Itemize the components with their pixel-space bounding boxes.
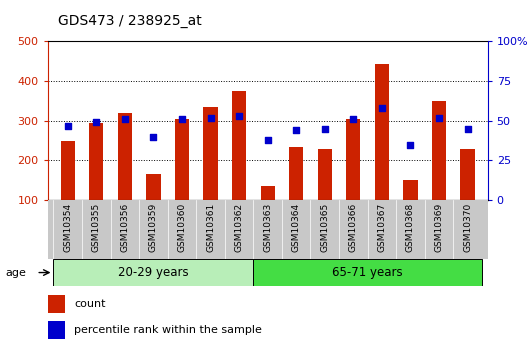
Bar [118,113,132,200]
Bar [403,180,418,200]
Bar [60,141,75,200]
Point [435,115,443,120]
Point [64,123,72,128]
Bar [253,259,482,286]
Text: GDS473 / 238925_at: GDS473 / 238925_at [58,13,202,28]
Point [92,120,101,125]
Text: GSM10362: GSM10362 [235,203,244,252]
Bar [317,148,332,200]
Bar [432,101,446,200]
Text: GSM10369: GSM10369 [435,203,444,252]
Bar [289,147,303,200]
Point [235,113,243,119]
Bar [146,174,161,200]
Text: GSM10364: GSM10364 [292,203,301,252]
Point [292,128,301,133]
Text: 65-71 years: 65-71 years [332,266,403,279]
Bar [48,321,65,339]
Point [321,126,329,131]
Text: GSM10363: GSM10363 [263,203,272,252]
Text: GSM10360: GSM10360 [178,203,187,252]
Bar [261,186,275,200]
Bar [204,107,218,200]
Bar [89,123,103,200]
Point [178,116,186,122]
Text: GSM10359: GSM10359 [149,203,158,252]
Point [406,142,414,147]
Text: GSM10365: GSM10365 [320,203,329,252]
Bar [375,64,389,200]
Text: percentile rank within the sample: percentile rank within the sample [74,325,262,335]
Text: GSM10354: GSM10354 [63,203,72,252]
Text: GSM10355: GSM10355 [92,203,101,252]
Bar [175,119,189,200]
Text: age: age [5,268,26,277]
Point [121,116,129,122]
Text: GSM10370: GSM10370 [463,203,472,252]
Bar [48,295,65,313]
Point [463,126,472,131]
Text: count: count [74,299,105,309]
Text: 20-29 years: 20-29 years [118,266,189,279]
Point [206,115,215,120]
Text: GSM10367: GSM10367 [377,203,386,252]
Bar [54,259,253,286]
Point [349,116,358,122]
Text: GSM10366: GSM10366 [349,203,358,252]
Bar [232,91,246,200]
Text: GSM10368: GSM10368 [406,203,415,252]
Text: GSM10356: GSM10356 [120,203,129,252]
Point [263,137,272,142]
Bar [346,119,360,200]
Point [149,134,157,139]
Bar [461,149,475,200]
Point [378,105,386,111]
Text: GSM10361: GSM10361 [206,203,215,252]
